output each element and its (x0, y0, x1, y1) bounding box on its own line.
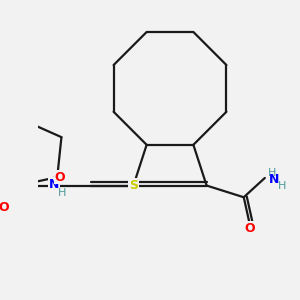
Text: O: O (55, 171, 65, 184)
Text: S: S (129, 179, 138, 192)
Text: H: H (278, 181, 286, 191)
Text: O: O (244, 222, 255, 235)
Text: N: N (49, 178, 59, 191)
Text: O: O (0, 201, 9, 214)
Text: H: H (267, 168, 276, 178)
Text: H: H (58, 188, 66, 198)
Text: N: N (269, 173, 279, 186)
